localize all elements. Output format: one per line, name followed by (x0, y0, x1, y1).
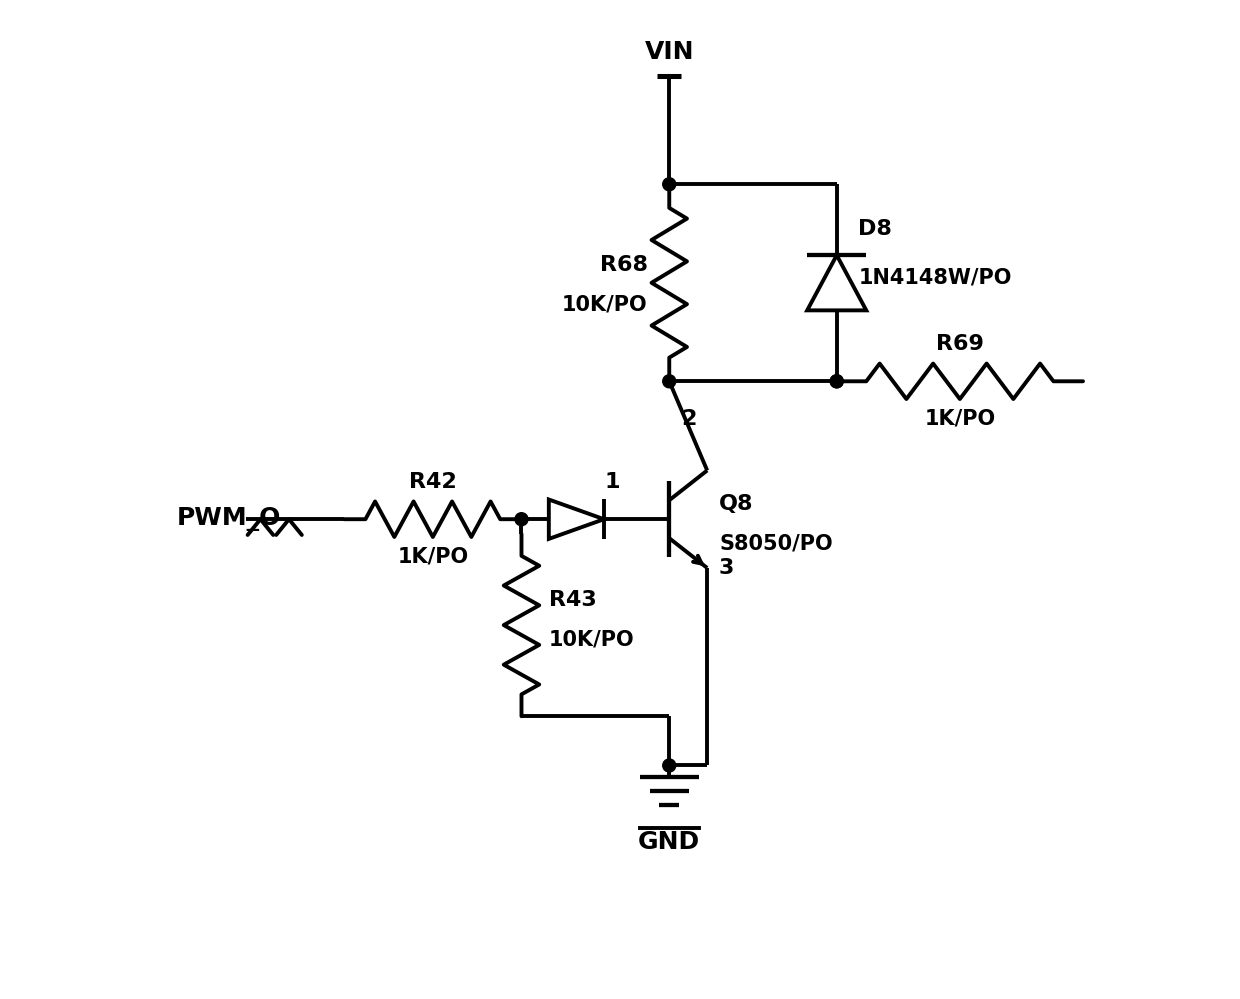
Text: 2: 2 (681, 409, 697, 429)
Circle shape (662, 759, 676, 772)
Text: Q8: Q8 (719, 495, 754, 514)
Text: 1K/PO: 1K/PO (924, 409, 996, 429)
Text: VIN: VIN (645, 40, 694, 64)
Circle shape (662, 178, 676, 191)
Text: GND: GND (639, 829, 701, 853)
Text: 10K/PO: 10K/PO (562, 295, 647, 315)
Circle shape (515, 512, 528, 525)
Text: 1K/PO: 1K/PO (397, 546, 469, 566)
Text: R42: R42 (409, 472, 456, 492)
Text: D8: D8 (858, 219, 893, 239)
Text: 1: 1 (604, 472, 620, 492)
Text: R43: R43 (549, 590, 596, 610)
Text: S8050/PO: S8050/PO (719, 533, 832, 553)
Circle shape (662, 375, 676, 388)
Text: 3: 3 (719, 558, 734, 578)
Circle shape (831, 375, 843, 388)
Text: R68: R68 (600, 255, 647, 275)
Text: 1N4148W/PO: 1N4148W/PO (858, 268, 1012, 288)
Text: 10K/PO: 10K/PO (549, 629, 635, 649)
Text: R69: R69 (936, 334, 983, 354)
Circle shape (831, 375, 843, 388)
Text: PWM_O: PWM_O (176, 507, 281, 531)
